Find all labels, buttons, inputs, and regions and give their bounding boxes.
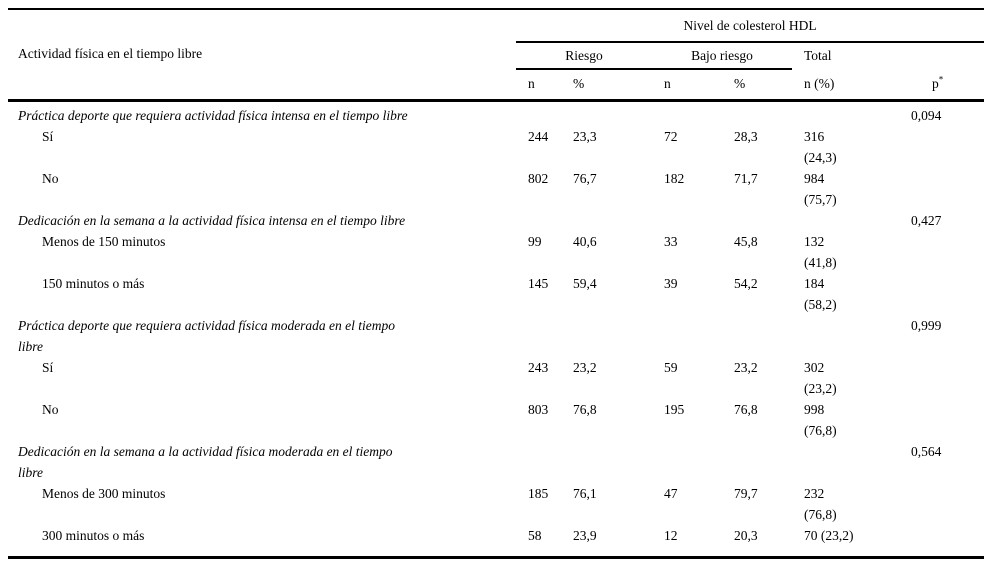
header-row-measures: n % n % n (%) p* <box>8 69 984 100</box>
cell-riesgo-pct: 76,8 <box>573 401 597 417</box>
col-header-bajo-riesgo: Bajo riesgo <box>652 42 792 70</box>
cell-riesgo-pct: 76,7 <box>573 170 597 186</box>
cell-riesgo-pct: 23,9 <box>573 527 597 543</box>
row-label: Sí <box>42 359 54 375</box>
row-label: Menos de 150 minutos <box>42 233 166 249</box>
cell-bajo-pct: 20,3 <box>734 527 758 543</box>
cell-bajo-pct: 71,7 <box>734 170 758 186</box>
cell-bajo-n: 195 <box>664 401 685 417</box>
col-header-bajo-pct: % <box>734 76 746 92</box>
cell-bajo-n: 72 <box>664 128 678 144</box>
table-row: Sí 243 23,2 59 23,2 302 (23,2) <box>8 357 984 399</box>
row-label: No <box>42 401 59 417</box>
cell-riesgo-n: 185 <box>528 485 549 501</box>
cell-total: 232 (76,8) <box>804 485 837 522</box>
cell-bajo-pct: 23,2 <box>734 359 758 375</box>
row-label: No <box>42 170 59 186</box>
table-row: Menos de 150 minutos 99 40,6 33 45,8 132… <box>8 231 984 273</box>
col-header-hdl-group: Nivel de colesterol HDL <box>516 9 985 43</box>
cell-bajo-n: 59 <box>664 359 678 375</box>
section-title: Dedicación en la semana a la actividad f… <box>18 443 393 480</box>
section-row: Práctica deporte que requiera actividad … <box>8 315 984 357</box>
section-row: Dedicación en la semana a la actividad f… <box>8 210 984 231</box>
cell-bajo-n: 47 <box>664 485 678 501</box>
col-header-riesgo-pct: % <box>573 76 585 92</box>
col-header-total-npct: n (%) <box>804 75 835 91</box>
row-label: Sí <box>42 128 54 144</box>
header-row-subgroups: Riesgo Bajo riesgo Total <box>8 42 984 70</box>
cell-total: 302 (23,2) <box>804 359 837 396</box>
table-row: No 803 76,8 195 76,8 998 (76,8) <box>8 399 984 441</box>
section-title: Práctica deporte que requiera actividad … <box>18 107 408 123</box>
cell-riesgo-n: 99 <box>528 233 542 249</box>
p-value: 0,564 <box>911 443 942 459</box>
p-value: 0,427 <box>911 212 942 228</box>
cell-bajo-n: 39 <box>664 275 678 291</box>
cell-bajo-n: 12 <box>664 527 678 543</box>
cell-bajo-pct: 45,8 <box>734 233 758 249</box>
document-page: Actividad física en el tiempo libre Nive… <box>0 8 992 575</box>
cell-total: 984 (75,7) <box>804 170 837 207</box>
row-label: Menos de 300 minutos <box>42 485 166 501</box>
header-row-group: Actividad física en el tiempo libre Nive… <box>8 9 985 61</box>
p-value: 0,999 <box>911 317 942 333</box>
section-row: Práctica deporte que requiera actividad … <box>8 100 984 126</box>
cell-total: 184 (58,2) <box>804 275 837 312</box>
cell-riesgo-n: 244 <box>528 128 549 144</box>
row-label: 300 minutos o más <box>42 527 145 543</box>
cell-bajo-pct: 76,8 <box>734 401 758 417</box>
cell-p <box>899 168 984 210</box>
table-body: Práctica deporte que requiera actividad … <box>8 100 984 557</box>
cell-total: 316 (24,3) <box>804 128 837 165</box>
section-title: Dedicación en la semana a la actividad f… <box>18 212 406 228</box>
cell-riesgo-pct: 40,6 <box>573 233 597 249</box>
col-header-spacer <box>899 42 984 69</box>
col-header-riesgo: Riesgo <box>516 42 652 70</box>
col-header-total: Total <box>804 48 832 63</box>
section-row: Dedicación en la semana a la actividad f… <box>8 441 984 483</box>
col-header-bajo-n: n <box>664 76 671 92</box>
cell-riesgo-n: 803 <box>528 401 549 417</box>
cell-riesgo-pct: 76,1 <box>573 485 597 501</box>
cell-bajo-n: 182 <box>664 170 685 186</box>
table-row: No 802 76,7 182 71,7 984 (75,7) <box>8 168 984 210</box>
p-asterisk: * <box>938 74 944 85</box>
col-header-riesgo-n: n <box>528 76 535 92</box>
cell-p <box>899 231 984 273</box>
cell-riesgo-n: 145 <box>528 275 549 291</box>
cell-p <box>899 483 984 525</box>
cell-bajo-pct: 79,7 <box>734 485 758 501</box>
cell-bajo-pct: 28,3 <box>734 128 758 144</box>
table-row: Menos de 300 minutos 185 76,1 47 79,7 23… <box>8 483 984 525</box>
cell-riesgo-pct: 59,4 <box>573 275 597 291</box>
statistics-table: Actividad física en el tiempo libre Nive… <box>8 8 985 559</box>
cell-riesgo-n: 243 <box>528 359 549 375</box>
col-header-p: p* <box>899 69 984 100</box>
table-row: 300 minutos o más 58 23,9 12 20,3 70 (23… <box>8 525 984 558</box>
cell-bajo-n: 33 <box>664 233 678 249</box>
cell-p <box>899 273 984 315</box>
table-row: 150 minutos o más 145 59,4 39 54,2 184 (… <box>8 273 984 315</box>
cell-p <box>899 525 984 558</box>
table-header: Actividad física en el tiempo libre Nive… <box>8 9 985 100</box>
cell-p <box>899 126 984 168</box>
cell-riesgo-pct: 23,2 <box>573 359 597 375</box>
cell-total: 998 (76,8) <box>804 401 837 438</box>
row-label: 150 minutos o más <box>42 275 145 291</box>
cell-total: 132 (41,8) <box>804 233 837 270</box>
cell-p <box>899 357 984 399</box>
section-title: Práctica deporte que requiera actividad … <box>18 317 396 354</box>
table-row: Sí 244 23,3 72 28,3 316 (24,3) <box>8 126 984 168</box>
cell-total: 70 (23,2) <box>804 527 854 543</box>
cell-bajo-pct: 54,2 <box>734 275 758 291</box>
cell-riesgo-n: 58 <box>528 527 542 543</box>
p-label: p <box>932 75 939 91</box>
col-header-activity: Actividad física en el tiempo libre <box>18 46 203 62</box>
cell-p <box>899 399 984 441</box>
cell-riesgo-n: 802 <box>528 170 549 186</box>
cell-riesgo-pct: 23,3 <box>573 128 597 144</box>
p-value: 0,094 <box>911 107 942 123</box>
